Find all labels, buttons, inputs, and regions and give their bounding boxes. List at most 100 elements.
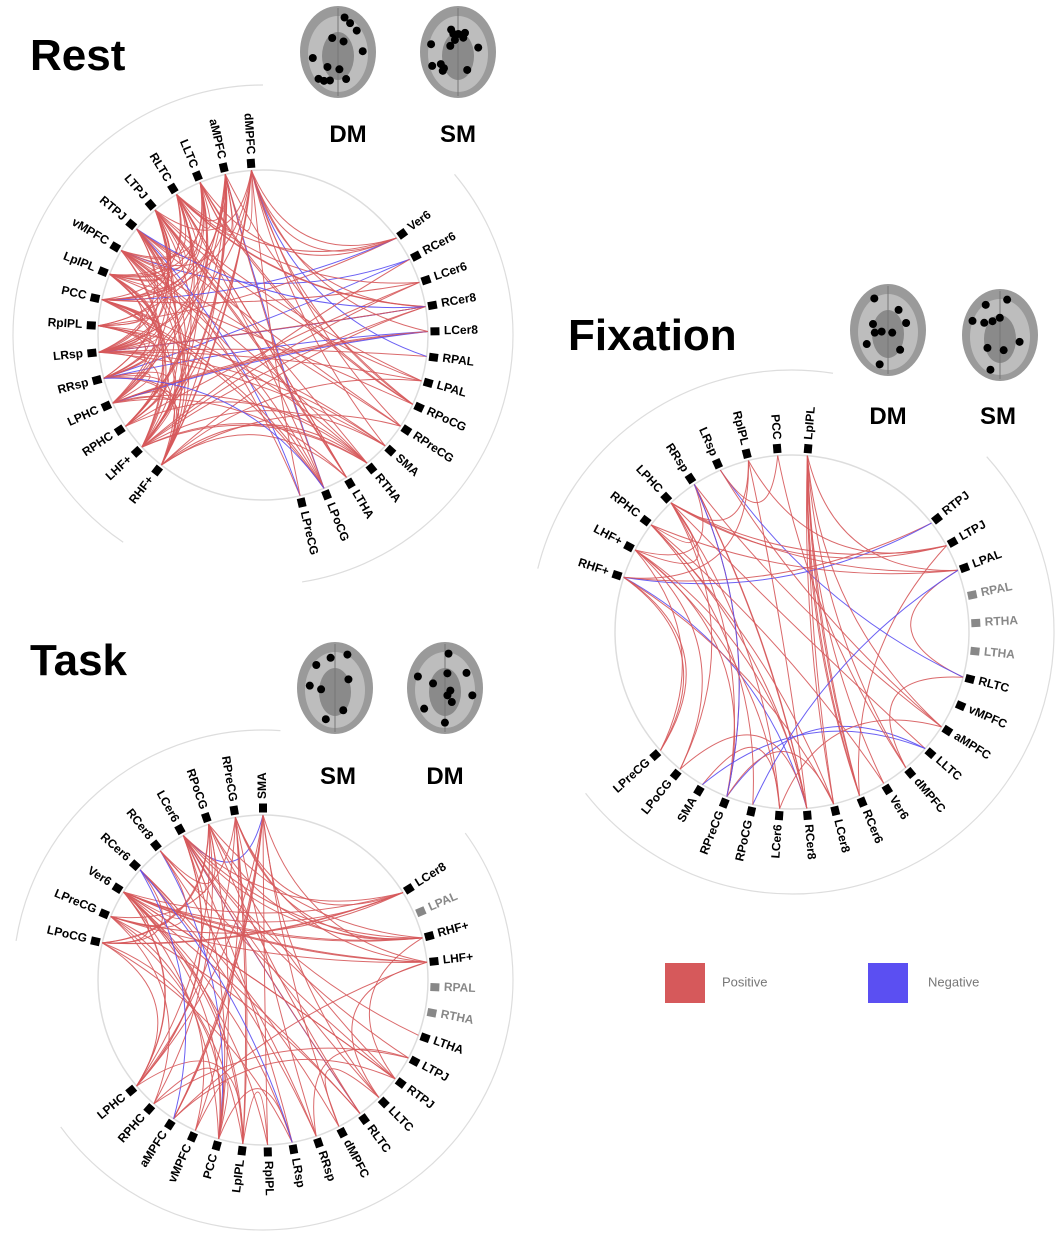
node-label: RCer6 [420, 229, 458, 258]
node-marker [430, 327, 439, 335]
node-marker [773, 444, 782, 454]
node-marker [101, 401, 113, 412]
node-label: LpIPL [229, 1159, 247, 1194]
node-label: LPreCG [52, 886, 99, 916]
node-label: PCC [768, 414, 784, 441]
node-marker [424, 931, 435, 941]
connection [137, 210, 186, 258]
brain-dot [443, 669, 451, 677]
node-marker [247, 159, 256, 169]
brain-label: SM [320, 763, 356, 790]
brain-dot [863, 340, 871, 348]
node-marker [746, 806, 756, 817]
brain-dot [342, 75, 350, 83]
node-marker [427, 1008, 437, 1018]
node-marker [384, 445, 396, 457]
brain-dot [896, 346, 904, 354]
node-marker [427, 301, 437, 310]
node-marker [419, 1032, 430, 1043]
node-label: LCer6 [432, 259, 469, 283]
connections [98, 170, 428, 495]
node-marker [337, 1127, 348, 1139]
node-label: LPAL [435, 378, 468, 400]
connection [651, 525, 807, 809]
brain-dot [988, 317, 996, 325]
node-label: RPHC [608, 488, 644, 520]
node-marker [775, 811, 784, 821]
node-label: aMPFC [136, 1128, 170, 1170]
connection [102, 943, 158, 1086]
node-marker [640, 515, 652, 527]
node-label: RTHA [372, 471, 404, 506]
node-marker [396, 228, 408, 240]
node-marker [423, 378, 434, 388]
node-label: LPoCG [324, 500, 352, 543]
brain-dot [339, 706, 347, 714]
brain-dot [343, 651, 351, 659]
node-label: RHF+ [576, 555, 610, 578]
node-label: RTPJ [404, 1082, 437, 1112]
node-label: RPreCG [410, 428, 456, 465]
node-marker [99, 908, 110, 919]
brain-dot [871, 329, 879, 337]
node-marker [321, 489, 332, 500]
node-marker [415, 906, 426, 917]
node-label: RPreCG [697, 809, 727, 857]
brain-dot [309, 54, 317, 62]
brain-dot [902, 319, 910, 327]
legend-label: Positive [722, 974, 768, 989]
connection [209, 824, 229, 1139]
connection [807, 456, 941, 727]
node-label: RHF+ [436, 918, 470, 940]
brain-label: DM [869, 403, 906, 430]
node-marker [413, 402, 425, 413]
connection [154, 1048, 409, 1104]
node-marker [192, 170, 203, 181]
brain-image [407, 642, 483, 734]
node-label: dMPFC [911, 775, 949, 816]
node-marker [804, 444, 813, 454]
node-label: LPAL [970, 547, 1003, 571]
brain-label: DM [329, 121, 366, 148]
node-marker [125, 1085, 137, 1097]
node-marker [712, 458, 723, 469]
node-label: RRsp [663, 441, 692, 475]
node-marker [400, 424, 412, 436]
brain-dot [448, 698, 456, 706]
legend-swatch [868, 963, 908, 1003]
brain-dot [1000, 346, 1008, 354]
node-marker [830, 806, 840, 817]
connection [624, 577, 687, 750]
connection [727, 751, 834, 804]
connection [671, 503, 712, 769]
brain-dot [1003, 296, 1011, 304]
node-label: LPoCG [638, 777, 675, 817]
node-label: LLTC [386, 1103, 417, 1134]
brain-dot [968, 317, 976, 325]
node-marker [685, 473, 697, 485]
node-label: LPHC [94, 1090, 128, 1122]
node-label: RpIPL [47, 315, 82, 331]
brain-label: SM [440, 121, 476, 148]
node-label: vMPFC [966, 702, 1009, 731]
node-marker [965, 674, 976, 684]
node-marker [129, 859, 141, 871]
node-label: RRsp [315, 1149, 338, 1183]
brain-dot [353, 27, 361, 35]
brain-dot [315, 75, 323, 83]
brain-dot [440, 64, 448, 72]
brain-dot [341, 14, 349, 22]
connections [624, 456, 963, 809]
node-label: RPAL [979, 579, 1013, 599]
node-label: RPHC [115, 1110, 148, 1145]
node-marker [947, 537, 959, 548]
brain-dot [420, 705, 428, 713]
node-marker [145, 199, 157, 211]
node-marker [660, 492, 672, 504]
node-marker [931, 513, 943, 525]
node-marker [167, 183, 179, 195]
node-marker [959, 563, 970, 574]
node-marker [955, 700, 966, 711]
brain-dot [445, 650, 453, 658]
brain-image [962, 289, 1038, 381]
